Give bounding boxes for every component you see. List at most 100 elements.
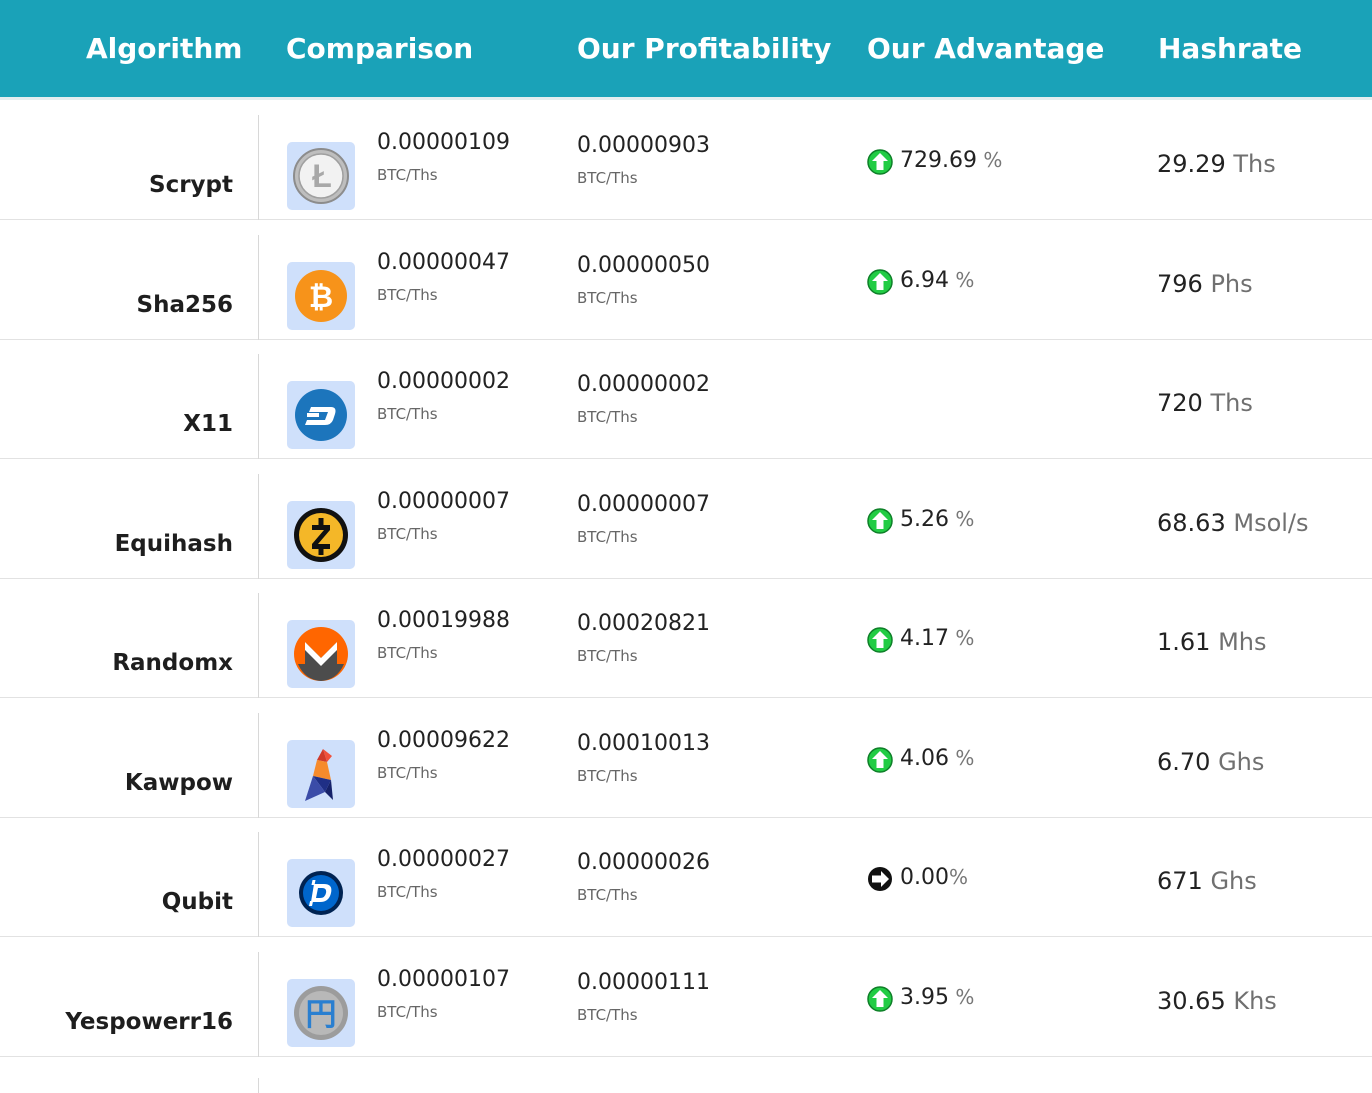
svg-text:円: 円 <box>306 997 337 1033</box>
profitability-value: 0.00000002 <box>577 372 710 397</box>
column-divider <box>258 952 259 1057</box>
table-row[interactable]: X11 0.00000002 BTC/Ths 0.00000002 BTC/Ths 720… <box>0 339 1372 459</box>
hashrate-unit: Ghs <box>1218 748 1265 776</box>
comparison-value: 0.00000109 <box>377 130 510 155</box>
dash-icon <box>287 381 355 449</box>
profitability-value: 0.00000903 <box>577 133 710 158</box>
advantage-number: 5.26 <box>900 507 949 532</box>
header-comparison[interactable]: Comparison <box>286 32 474 65</box>
comparison-unit: BTC/Ths <box>377 764 438 782</box>
comparison-value: 0.00009622 <box>377 728 510 753</box>
advantage-number: 729.69 <box>900 148 977 173</box>
profitability-unit: BTC/Ths <box>577 1006 638 1024</box>
hashrate-number: 720 <box>1157 389 1203 417</box>
svg-text:Ł: Ł <box>312 158 332 194</box>
percent-sign: % <box>948 626 975 650</box>
hashrate-value: 796 Phs <box>1157 270 1253 298</box>
comparison-value: 0.00019988 <box>377 608 510 633</box>
profitability-value: 0.00020821 <box>577 611 710 636</box>
zcash-icon <box>287 501 355 569</box>
hashrate-value: 6.70 Ghs <box>1157 748 1264 776</box>
hashrate-number: 29.29 <box>1157 150 1226 178</box>
hashrate-number: 6.70 <box>1157 748 1211 776</box>
percent-sign: % <box>948 746 975 770</box>
hashrate-number: 30.65 <box>1157 987 1226 1015</box>
profitability-value: 0.00000050 <box>577 253 710 278</box>
column-divider <box>258 832 259 937</box>
comparison-value: 0.00000047 <box>377 250 510 275</box>
hashrate-number: 68.63 <box>1157 509 1226 537</box>
comparison-value: 0.00000107 <box>377 967 510 992</box>
monero-icon <box>287 620 355 688</box>
litecoin-icon: Ł <box>287 142 355 210</box>
advantage-number: 3.95 <box>900 985 949 1010</box>
profitability-value: 0.00000026 <box>577 850 710 875</box>
ravencoin-icon <box>287 740 355 808</box>
advantage-number: 0.00 <box>900 865 949 890</box>
table-row[interactable]: Yespowerr16 円 0.00000107 BTC/Ths 0.00000111 B… <box>0 937 1372 1057</box>
hashrate-number: 1.61 <box>1157 628 1211 656</box>
column-divider <box>258 115 259 220</box>
comparison-unit: BTC/Ths <box>377 883 438 901</box>
profitability-value: 0.00000007 <box>577 492 710 517</box>
algorithm-name: Scrypt <box>149 172 233 198</box>
yenten-icon: 円 <box>287 979 355 1047</box>
table-row[interactable]: Equihash 0.00000007 BTC/Ths 0.00000007 BTC/T… <box>0 459 1372 579</box>
comparison-unit: BTC/Ths <box>377 525 438 543</box>
table-row[interactable]: Sha256 ₿ 0.00000047 BTC/Ths 0.00000050 BTC/Th… <box>0 220 1372 340</box>
comparison-value: 0.00000007 <box>377 489 510 514</box>
header-hashrate[interactable]: Hashrate <box>1158 32 1303 65</box>
hashrate-unit: Ths <box>1233 150 1276 178</box>
algorithm-name: Kawpow <box>124 770 233 796</box>
table-header: Algorithm Comparison Our Profitability O… <box>0 0 1372 100</box>
table-row[interactable]: Kawpow 0.00009622 BTC/Ths 0.00010013 BTC/Ths… <box>0 698 1372 818</box>
hashrate-value: 29.29 Ths <box>1157 150 1276 178</box>
table-row[interactable]: Scrypt Ł 0.00000109 BTC/Ths 0.00000903 BTC/Th… <box>0 100 1372 220</box>
arrow-up-icon <box>867 268 895 300</box>
arrow-up-icon <box>867 746 895 778</box>
percent-sign: % <box>948 507 975 531</box>
header-profitability[interactable]: Our Profitability <box>577 32 832 65</box>
header-advantage[interactable]: Our Advantage <box>867 32 1105 65</box>
percent-sign: % <box>948 985 975 1009</box>
comparison-unit: BTC/Ths <box>377 405 438 423</box>
arrow-up-icon <box>867 626 895 658</box>
percent-sign: % <box>948 268 975 292</box>
comparison-unit: BTC/Ths <box>377 644 438 662</box>
profitability-unit: BTC/Ths <box>577 886 638 904</box>
arrow-right-icon <box>867 865 895 897</box>
advantage-number: 4.06 <box>900 746 949 771</box>
hashrate-unit: Khs <box>1233 987 1277 1015</box>
hashrate-unit: Ths <box>1210 389 1253 417</box>
svg-text:₿: ₿ <box>309 280 333 315</box>
hashrate-number: 671 <box>1157 867 1203 895</box>
header-algorithm[interactable]: Algorithm <box>86 32 243 65</box>
column-divider <box>258 474 259 579</box>
column-divider <box>258 593 259 698</box>
algorithm-name: Qubit <box>161 889 233 915</box>
percent-sign: % <box>976 148 1003 172</box>
profitability-unit: BTC/Ths <box>577 767 638 785</box>
digibyte-icon <box>287 859 355 927</box>
arrow-up-icon <box>867 985 895 1017</box>
arrow-up-icon <box>867 507 895 539</box>
profitability-unit: BTC/Ths <box>577 289 638 307</box>
profitability-unit: BTC/Ths <box>577 169 638 187</box>
hashrate-number: 796 <box>1157 270 1203 298</box>
algorithm-name: Yespowerr16 <box>65 1009 233 1035</box>
column-divider <box>258 713 259 818</box>
algorithm-name: Equihash <box>114 531 233 557</box>
table-row[interactable]: Randomx 0.00019988 BTC/Ths 0.00020821 BTC/Th… <box>0 578 1372 698</box>
column-divider <box>258 235 259 340</box>
comparison-value: 0.00000002 <box>377 369 510 394</box>
hashrate-value: 68.63 Msol/s <box>1157 509 1309 537</box>
hashrate-unit: Msol/s <box>1233 509 1309 537</box>
advantage-number: 6.94 <box>900 268 949 293</box>
arrow-up-icon <box>867 148 895 180</box>
hashrate-value: 671 Ghs <box>1157 867 1257 895</box>
profitability-unit: BTC/Ths <box>577 408 638 426</box>
algorithm-name: Sha256 <box>136 292 233 318</box>
column-divider <box>258 1078 259 1093</box>
comparison-unit: BTC/Ths <box>377 166 438 184</box>
table-row[interactable]: Qubit 0.00000027 BTC/Ths 0.00000026 BTC/Ths 0… <box>0 817 1372 937</box>
